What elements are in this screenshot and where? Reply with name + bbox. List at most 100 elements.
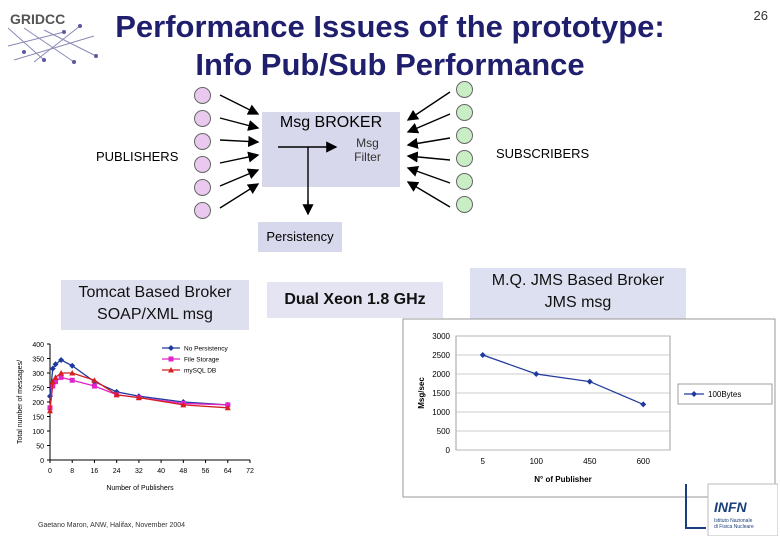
- mq-jms-broker-box: M.Q. JMS Based Broker JMS msg: [470, 268, 686, 320]
- y-axis-title: Msg/sec: [417, 377, 426, 409]
- title-line-2: Info Pub/Sub Performance: [195, 47, 585, 82]
- infn-subtext-1: Istituto Nazionale: [714, 518, 753, 524]
- data-point: [53, 379, 59, 385]
- data-point: [224, 404, 231, 411]
- y-axis-title: Total number of messages/: [17, 360, 24, 444]
- x-tick-label: 450: [583, 457, 597, 466]
- mq-jms-line-2: JMS msg: [544, 294, 612, 311]
- y-tick-label: 50: [36, 444, 44, 451]
- publisher-node: [194, 133, 211, 150]
- slide-title: Performance Issues of the prototype: Inf…: [0, 8, 780, 84]
- publisher-node: [194, 110, 211, 127]
- infn-logo: INFN Istituto Nazionale di Fisica Nuclea…: [685, 483, 778, 536]
- data-point: [135, 394, 142, 401]
- y-tick-label: 0: [40, 458, 44, 465]
- tomcat-broker-box: Tomcat Based Broker SOAP/XML msg: [61, 280, 249, 330]
- data-point: [69, 362, 76, 369]
- legend-label: mySQL DB: [184, 368, 216, 375]
- x-tick-label: 0: [48, 468, 52, 475]
- y-tick-label: 2000: [432, 370, 450, 379]
- y-tick-label: 3000: [432, 332, 450, 341]
- y-tick-label: 200: [32, 400, 44, 407]
- page-number: 26: [753, 8, 768, 23]
- data-point: [69, 377, 75, 383]
- persistency-box: Persistency: [258, 222, 342, 252]
- data-point: [47, 407, 53, 414]
- footer-text: Gaetano Maron, ANW, Halifax, November 20…: [38, 522, 186, 529]
- tomcat-broker-line-2: SOAP/XML msg: [97, 306, 213, 323]
- x-tick-label: 5: [481, 457, 486, 466]
- data-point: [69, 370, 76, 376]
- x-tick-label: 64: [224, 468, 232, 475]
- data-point: [52, 361, 59, 368]
- series-line: [482, 354, 644, 405]
- data-point: [113, 391, 120, 398]
- data-point: [180, 401, 187, 408]
- y-tick-label: 1000: [432, 408, 450, 417]
- data-point: [479, 352, 486, 358]
- y-tick-label: 150: [32, 415, 44, 422]
- data-point: [49, 378, 56, 385]
- subscriber-node: [456, 196, 473, 213]
- dual-xeon-box: Dual Xeon 1.8 GHz: [267, 282, 443, 318]
- data-point: [168, 345, 174, 351]
- y-tick-label: 100: [32, 429, 44, 436]
- x-tick-label: 56: [202, 468, 210, 475]
- data-point: [168, 356, 174, 362]
- tomcat-broker-line-1: Tomcat Based Broker: [78, 284, 232, 301]
- x-tick-label: 8: [70, 468, 74, 475]
- data-point: [91, 383, 97, 389]
- publishers-label: PUBLISHERS: [96, 149, 179, 164]
- data-point: [58, 374, 64, 380]
- series-line: [49, 359, 228, 406]
- x-tick-label: 600: [637, 457, 651, 466]
- y-tick-label: 0: [446, 446, 451, 455]
- data-point: [691, 391, 697, 397]
- legend-box: [677, 383, 773, 405]
- x-tick-label: 72: [246, 468, 254, 475]
- subscriber-node: [456, 81, 473, 98]
- x-tick-label: 48: [179, 468, 187, 475]
- legend-label: File Storage: [184, 357, 219, 364]
- y-tick-label: 350: [32, 357, 44, 364]
- msg-broker-label: Msg BROKER: [279, 114, 383, 131]
- y-tick-label: 500: [437, 427, 451, 436]
- msg-filter-label: Msg Filter: [340, 136, 395, 164]
- x-axis-title: N° of Publisher: [534, 475, 591, 484]
- x-tick-label: 16: [91, 468, 99, 475]
- tomcat-chart: 0 50 100 150 200 250 300 350 400 0 8 16 24 32 40 48 56 64…: [17, 342, 254, 492]
- legend-label: 100Bytes: [708, 390, 741, 399]
- publisher-node: [194, 202, 211, 219]
- y-tick-label: 300: [32, 371, 44, 378]
- data-point: [49, 365, 56, 372]
- x-tick-label: 32: [135, 468, 143, 475]
- x-tick-label: 40: [157, 468, 165, 475]
- data-point: [91, 377, 98, 383]
- msg-filter-line-2: Filter: [354, 150, 381, 164]
- data-point: [533, 371, 540, 377]
- infn-logo-text: INFN: [714, 499, 748, 515]
- y-tick-label: 400: [32, 342, 44, 349]
- publisher-node: [194, 179, 211, 196]
- title-line-1: Performance Issues of the prototype:: [115, 9, 665, 44]
- logo-text: GRIDCC: [10, 11, 65, 27]
- y-tick-label: 2500: [432, 351, 450, 360]
- subscriber-node: [456, 104, 473, 121]
- x-tick-label: 24: [113, 468, 121, 475]
- publisher-node: [194, 87, 211, 104]
- data-point: [52, 374, 59, 380]
- y-tick-label: 250: [32, 386, 44, 393]
- legend-label: No Persistency: [184, 346, 228, 353]
- publisher-node: [194, 156, 211, 173]
- jms-chart: 0 500 1000 1500 2000 2500 3000 5 100 450 600 N° of …: [402, 318, 776, 498]
- subscribers-label: SUBSCRIBERS: [496, 146, 590, 161]
- y-tick-label: 1500: [432, 389, 450, 398]
- subscriber-node: [456, 127, 473, 144]
- subscriber-node: [456, 173, 473, 190]
- x-tick-label: 100: [530, 457, 544, 466]
- subscriber-node: [456, 150, 473, 167]
- data-point: [640, 401, 647, 408]
- data-point: [58, 356, 65, 363]
- mq-jms-line-1: M.Q. JMS Based Broker: [491, 272, 665, 289]
- series-line: [49, 372, 228, 411]
